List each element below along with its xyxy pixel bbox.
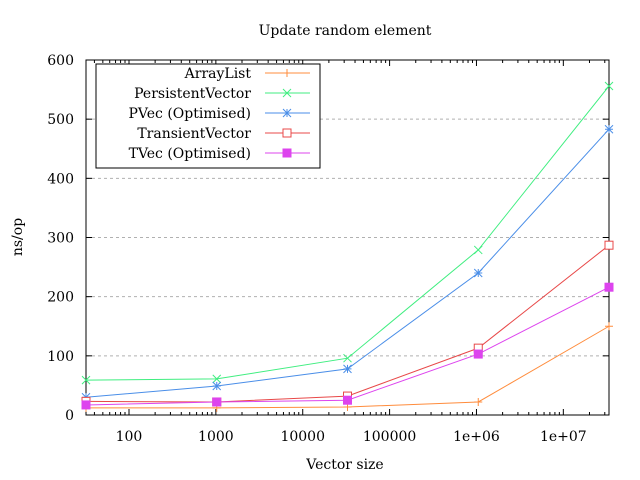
y-tick-label: 500 — [47, 112, 74, 128]
y-tick-label: 300 — [47, 231, 74, 247]
legend-label: TransientVector — [137, 126, 251, 142]
y-tick-label: 600 — [47, 53, 74, 69]
series-tvec-optimised — [81, 282, 614, 410]
legend-item: ArrayList — [184, 66, 310, 82]
chart-title: Update random element — [259, 23, 432, 39]
x-tick-label: 1000 — [198, 429, 234, 445]
series-lines — [81, 81, 614, 412]
axes: 0 100 200 300 400 500 600 100 1000 10000 100000 1e+… — [47, 53, 610, 445]
legend-item: PVec (Optimised) — [129, 106, 310, 122]
legend-label: ArrayList — [184, 66, 252, 82]
x-tick-label: 100 — [116, 429, 143, 445]
series-pvec-optimised — [81, 124, 614, 402]
legend-label: PersistentVector — [134, 86, 251, 102]
y-tick-label: 400 — [47, 171, 74, 187]
x-tick-label: 10000 — [280, 429, 325, 445]
legend-item: TVec (Optimised) — [129, 146, 310, 162]
legend: ArrayList PersistentVector PVec (Optimised… — [95, 63, 321, 169]
x-tick-label: 1e+07 — [540, 429, 587, 445]
legend-label: PVec (Optimised) — [129, 106, 251, 122]
x-tick-label: 100000 — [363, 429, 416, 445]
y-tick-label: 100 — [47, 349, 74, 365]
x-axis-label: Vector size — [305, 457, 383, 473]
y-tick-label: 200 — [47, 290, 74, 306]
legend-label: TVec (Optimised) — [129, 146, 251, 162]
y-axis-label: ns/op — [10, 218, 26, 256]
legend-item: PersistentVector — [134, 86, 310, 102]
y-tick-label: 0 — [65, 408, 74, 424]
legend-item: TransientVector — [137, 126, 310, 142]
series-persistentvector — [81, 81, 614, 385]
x-tick-label: 1e+06 — [453, 429, 500, 445]
series-transientvector — [81, 240, 614, 407]
